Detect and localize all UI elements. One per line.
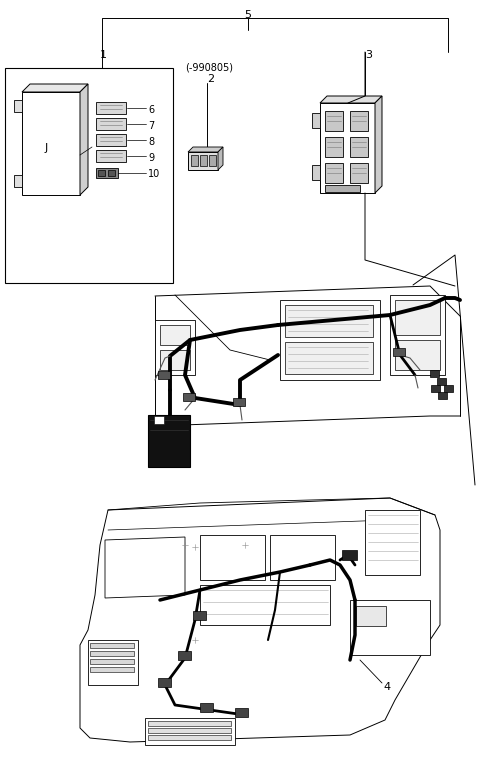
- Polygon shape: [188, 147, 223, 152]
- Text: 8: 8: [148, 137, 154, 147]
- Text: 9: 9: [148, 153, 154, 163]
- Bar: [160, 350, 190, 370]
- Polygon shape: [96, 134, 126, 146]
- Polygon shape: [350, 111, 368, 131]
- Text: 2: 2: [207, 74, 214, 84]
- Polygon shape: [350, 163, 368, 183]
- Polygon shape: [96, 118, 126, 130]
- Bar: [158, 678, 171, 687]
- Polygon shape: [96, 168, 118, 178]
- Bar: [148, 728, 231, 733]
- Bar: [437, 378, 446, 385]
- Polygon shape: [218, 147, 223, 170]
- Bar: [191, 155, 198, 166]
- Bar: [285, 342, 373, 374]
- Bar: [200, 535, 265, 580]
- Bar: [160, 325, 190, 345]
- Bar: [430, 370, 439, 377]
- Bar: [209, 155, 216, 166]
- Bar: [90, 667, 134, 672]
- Polygon shape: [14, 100, 22, 112]
- Bar: [395, 340, 440, 370]
- Polygon shape: [14, 175, 22, 187]
- Bar: [395, 300, 440, 335]
- Text: 4: 4: [383, 682, 390, 692]
- Polygon shape: [145, 718, 235, 745]
- Bar: [90, 651, 134, 656]
- Bar: [356, 606, 386, 626]
- Bar: [5, 68, 173, 283]
- Bar: [350, 600, 430, 655]
- Bar: [98, 170, 105, 176]
- Bar: [158, 371, 170, 379]
- Bar: [390, 295, 445, 375]
- Text: 5: 5: [244, 10, 252, 20]
- Polygon shape: [320, 103, 375, 193]
- Bar: [193, 611, 206, 620]
- Polygon shape: [80, 84, 88, 195]
- Bar: [342, 550, 357, 560]
- Bar: [178, 651, 191, 660]
- Bar: [183, 393, 195, 401]
- Polygon shape: [320, 96, 382, 103]
- Bar: [438, 392, 447, 399]
- Bar: [148, 415, 190, 467]
- Bar: [270, 535, 335, 580]
- Bar: [200, 585, 330, 625]
- Bar: [90, 659, 134, 664]
- Polygon shape: [80, 498, 440, 742]
- Bar: [325, 185, 360, 192]
- Bar: [233, 398, 245, 406]
- Polygon shape: [312, 165, 320, 180]
- Bar: [200, 155, 207, 166]
- Polygon shape: [325, 163, 343, 183]
- Bar: [365, 510, 420, 575]
- Polygon shape: [280, 300, 380, 380]
- Polygon shape: [350, 137, 368, 157]
- Bar: [148, 735, 231, 740]
- Text: 7: 7: [148, 121, 154, 131]
- Bar: [431, 385, 440, 392]
- Polygon shape: [325, 137, 343, 157]
- Polygon shape: [375, 96, 382, 193]
- Text: 1: 1: [100, 50, 107, 60]
- Bar: [154, 416, 164, 424]
- Polygon shape: [312, 113, 320, 128]
- Polygon shape: [325, 111, 343, 131]
- Bar: [235, 708, 248, 717]
- Bar: [444, 385, 453, 392]
- Polygon shape: [96, 150, 126, 162]
- Bar: [108, 170, 115, 176]
- Polygon shape: [105, 537, 185, 598]
- Polygon shape: [22, 84, 88, 92]
- Bar: [88, 640, 138, 685]
- Text: 3: 3: [365, 50, 372, 60]
- Text: (-990805): (-990805): [185, 62, 233, 72]
- Text: J: J: [44, 143, 48, 153]
- Text: 10: 10: [148, 169, 160, 179]
- Text: 6: 6: [148, 105, 154, 115]
- Bar: [393, 348, 405, 356]
- Polygon shape: [96, 102, 126, 114]
- Bar: [200, 703, 213, 712]
- Bar: [148, 721, 231, 726]
- Bar: [90, 643, 134, 648]
- Polygon shape: [188, 152, 218, 170]
- Bar: [285, 305, 373, 337]
- Bar: [155, 320, 195, 375]
- Polygon shape: [22, 92, 80, 195]
